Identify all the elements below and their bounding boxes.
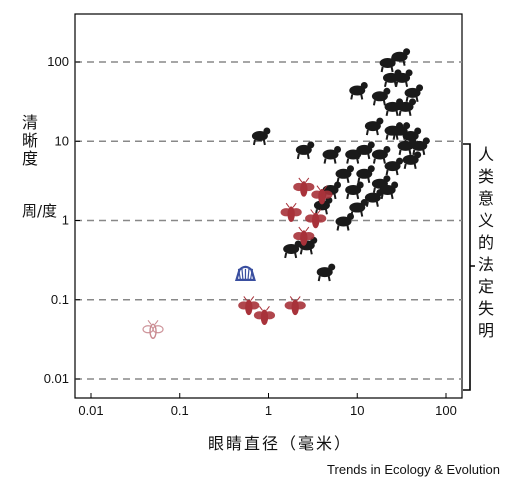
scallop-icon — [234, 265, 256, 281]
fish-icon — [322, 146, 342, 164]
giraffe-icon — [404, 84, 424, 103]
bee-icon — [293, 226, 315, 246]
rodent-icon — [345, 181, 364, 200]
shark-icon — [402, 151, 422, 170]
axis-ticks: 100 10 1 0.1 0.01 0.01 0.1 1 10 100 — [44, 54, 457, 418]
blindness-bracket — [463, 143, 475, 391]
rat-icon — [356, 165, 375, 183]
legal-blindness-label: 人类意义的法定失明 — [475, 146, 494, 344]
wasp-icon — [238, 296, 260, 316]
turtle-icon — [335, 165, 355, 183]
y-axis-label-line2: 周/度 — [22, 202, 58, 220]
fish-b-icon — [384, 157, 404, 176]
goldfish-icon — [295, 141, 315, 160]
moth-icon — [305, 209, 327, 229]
spider-icon — [251, 127, 271, 146]
x-tick-label: 0.01 — [78, 403, 103, 418]
seal-icon — [371, 146, 391, 164]
bird-icon — [379, 54, 399, 73]
butterfly-icon — [280, 202, 302, 222]
y-tick-label: 0.1 — [51, 292, 69, 307]
frog-icon — [379, 181, 399, 200]
horse-icon — [397, 137, 417, 156]
y-tick-label: 1 — [62, 213, 69, 228]
dog-icon — [371, 87, 391, 106]
y-tick-label: 10 — [55, 133, 69, 148]
bird-c-icon — [356, 141, 375, 160]
mantis-icon — [293, 177, 315, 197]
plot-frame — [74, 13, 463, 399]
y-axis-label-line1: 清晰度 — [19, 114, 38, 168]
cat-icon — [349, 81, 368, 100]
fruitfly-icon — [142, 319, 164, 339]
cricket-icon — [284, 296, 306, 316]
toad-icon — [283, 240, 302, 259]
human-icon — [394, 69, 413, 88]
mouse-icon — [335, 213, 355, 231]
x-tick-label: 100 — [435, 403, 457, 418]
data-points — [142, 48, 430, 339]
journal-credit: Trends in Ecology & Evolution — [327, 462, 500, 477]
y-tick-label: 0.01 — [44, 371, 69, 386]
ant-icon — [253, 306, 276, 326]
bat-icon — [316, 263, 336, 282]
grid-lines — [75, 61, 462, 380]
y-tick-label: 100 — [47, 54, 69, 69]
x-tick-label: 1 — [265, 403, 272, 418]
deer-icon — [397, 98, 417, 117]
x-tick-label: 10 — [350, 403, 364, 418]
dragonfly-icon — [311, 185, 333, 205]
elephant-icon — [411, 137, 430, 156]
x-axis-label: 眼睛直径（毫米） — [207, 434, 352, 453]
penguin-icon — [364, 117, 384, 136]
x-tick-label: 0.1 — [171, 403, 189, 418]
owl-icon — [364, 189, 384, 207]
camel-icon — [391, 122, 411, 140]
